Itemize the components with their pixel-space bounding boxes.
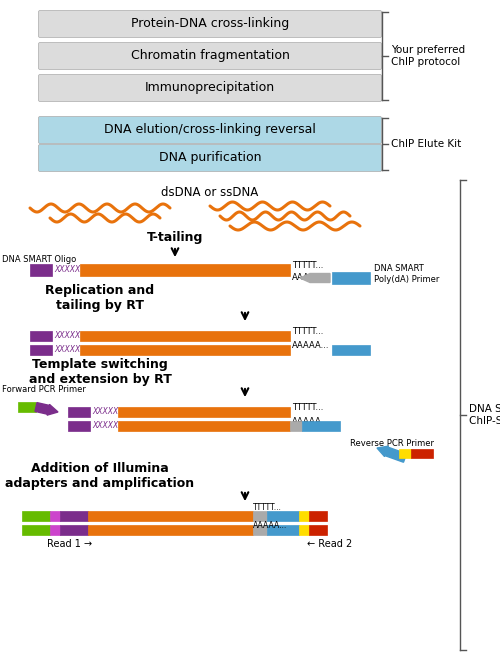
Bar bbox=[411, 449, 433, 458]
Bar bbox=[118, 421, 290, 431]
Bar bbox=[50, 511, 60, 521]
Bar bbox=[30, 331, 52, 341]
Bar bbox=[118, 407, 290, 417]
Text: Template switching
and extension by RT: Template switching and extension by RT bbox=[28, 358, 172, 386]
Bar bbox=[253, 511, 267, 521]
Bar bbox=[18, 402, 36, 412]
Text: XXXXX: XXXXX bbox=[92, 421, 118, 431]
Text: ChIP Elute Kit: ChIP Elute Kit bbox=[391, 139, 461, 149]
Text: DNA SMART
Poly(dA) Primer: DNA SMART Poly(dA) Primer bbox=[374, 264, 440, 283]
Text: AAAAA...: AAAAA... bbox=[292, 417, 330, 427]
Bar bbox=[88, 511, 253, 521]
Text: AAAAA...: AAAAA... bbox=[292, 273, 330, 283]
Text: XXXXX: XXXXX bbox=[92, 407, 118, 417]
Bar bbox=[68, 407, 90, 417]
Bar bbox=[309, 511, 327, 521]
Text: XXXXX: XXXXX bbox=[54, 332, 80, 340]
Bar bbox=[299, 525, 309, 535]
Bar bbox=[299, 511, 309, 521]
Text: Immunoprecipitation: Immunoprecipitation bbox=[145, 82, 275, 94]
Bar bbox=[302, 421, 340, 431]
FancyBboxPatch shape bbox=[38, 74, 382, 101]
Bar bbox=[68, 421, 90, 431]
Bar bbox=[309, 525, 327, 535]
Text: TTTTT...: TTTTT... bbox=[292, 403, 324, 413]
Bar bbox=[253, 525, 267, 535]
Text: Chromatin fragmentation: Chromatin fragmentation bbox=[130, 50, 290, 62]
Text: DNA purification: DNA purification bbox=[159, 151, 261, 165]
Text: Replication and
tailing by RT: Replication and tailing by RT bbox=[46, 284, 154, 312]
FancyBboxPatch shape bbox=[38, 117, 382, 143]
Text: Your preferred
ChIP protocol: Your preferred ChIP protocol bbox=[391, 45, 465, 67]
FancyBboxPatch shape bbox=[38, 11, 382, 38]
Text: Addition of Illumina
adapters and amplification: Addition of Illumina adapters and amplif… bbox=[6, 462, 194, 490]
Text: DNA SMART Oligo: DNA SMART Oligo bbox=[2, 255, 76, 265]
Text: Reverse PCR Primer: Reverse PCR Primer bbox=[350, 440, 434, 448]
Text: DNA SMART
ChIP-Seq Kit: DNA SMART ChIP-Seq Kit bbox=[469, 404, 500, 426]
Bar bbox=[88, 525, 253, 535]
Bar bbox=[267, 525, 299, 535]
Bar bbox=[80, 345, 290, 355]
Text: AAAAA...: AAAAA... bbox=[253, 521, 287, 531]
Bar bbox=[399, 449, 411, 458]
Bar bbox=[22, 525, 50, 535]
Text: TTTTT...: TTTTT... bbox=[292, 261, 324, 269]
Text: AAAAA...: AAAAA... bbox=[292, 342, 330, 350]
Bar bbox=[80, 264, 290, 276]
Text: Forward PCR Primer: Forward PCR Primer bbox=[2, 385, 86, 395]
Bar bbox=[60, 511, 88, 521]
Bar bbox=[22, 511, 50, 521]
Bar bbox=[290, 421, 302, 431]
FancyArrow shape bbox=[35, 403, 58, 415]
Bar bbox=[80, 331, 290, 341]
Text: T-tailing: T-tailing bbox=[147, 232, 203, 245]
Bar bbox=[60, 525, 88, 535]
FancyBboxPatch shape bbox=[38, 145, 382, 172]
Text: XXXXX: XXXXX bbox=[54, 346, 80, 354]
Bar bbox=[267, 511, 299, 521]
Text: Read 1 →: Read 1 → bbox=[48, 539, 92, 549]
Text: ← Read 2: ← Read 2 bbox=[308, 539, 352, 549]
Bar bbox=[30, 264, 52, 276]
Text: DNA elution/cross-linking reversal: DNA elution/cross-linking reversal bbox=[104, 123, 316, 137]
Bar bbox=[30, 345, 52, 355]
FancyBboxPatch shape bbox=[38, 42, 382, 70]
Bar bbox=[332, 272, 370, 284]
Text: TTTTT...: TTTTT... bbox=[253, 503, 282, 513]
Text: TTTTT...: TTTTT... bbox=[292, 328, 324, 336]
Text: Protein-DNA cross-linking: Protein-DNA cross-linking bbox=[131, 17, 289, 31]
Bar bbox=[50, 525, 60, 535]
FancyArrow shape bbox=[300, 273, 330, 283]
Text: XXXXX: XXXXX bbox=[54, 265, 80, 275]
Bar bbox=[332, 345, 370, 355]
Text: dsDNA or ssDNA: dsDNA or ssDNA bbox=[162, 186, 258, 198]
FancyArrow shape bbox=[377, 446, 406, 462]
